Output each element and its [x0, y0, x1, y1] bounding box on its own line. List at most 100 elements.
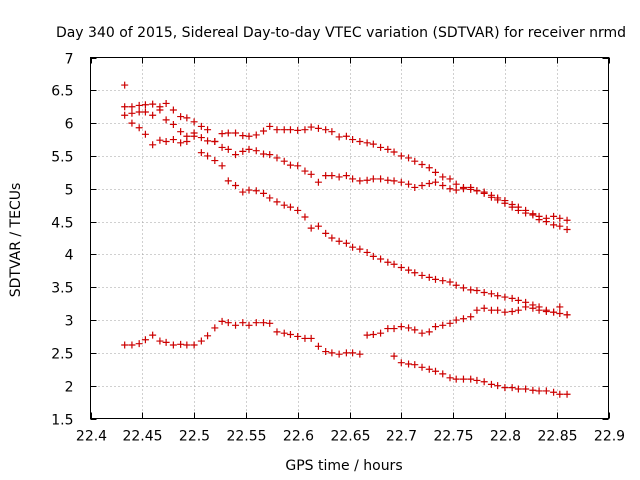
- data-point: [508, 203, 516, 211]
- series-satellite-track-1: [121, 81, 571, 224]
- data-point: [369, 330, 377, 338]
- data-point: [135, 340, 143, 348]
- data-point: [156, 337, 164, 345]
- data-point: [314, 222, 322, 230]
- data-point: [425, 164, 433, 172]
- data-point: [342, 239, 350, 247]
- data-point: [425, 273, 433, 281]
- y-axis-label: SDTVAR / TECUs: [8, 183, 24, 298]
- data-point: [405, 180, 413, 188]
- data-point: [294, 206, 302, 214]
- data-point: [280, 126, 288, 134]
- data-point: [301, 213, 309, 221]
- data-point: [322, 172, 330, 180]
- data-point: [397, 264, 405, 272]
- data-point: [446, 175, 454, 183]
- data-point: [169, 106, 177, 114]
- data-point: [322, 126, 330, 134]
- data-point: [245, 186, 253, 194]
- data-point: [514, 206, 522, 214]
- data-point: [487, 306, 495, 314]
- x-tick-label: 22.7: [386, 429, 417, 445]
- data-point: [514, 306, 522, 314]
- data-point: [197, 134, 205, 142]
- data-point: [501, 293, 509, 301]
- data-point: [204, 126, 212, 134]
- data-point: [273, 126, 281, 134]
- data-point: [550, 212, 558, 220]
- data-point: [211, 157, 219, 165]
- data-point: [239, 319, 247, 327]
- data-point: [411, 157, 419, 165]
- data-point: [294, 126, 302, 134]
- data-point: [314, 124, 322, 132]
- data-point: [197, 122, 205, 130]
- data-point: [183, 114, 191, 122]
- data-point: [384, 145, 392, 153]
- data-point: [467, 183, 475, 191]
- data-point: [149, 111, 157, 119]
- data-point: [431, 275, 439, 283]
- data-point: [446, 374, 454, 382]
- data-point: [252, 187, 260, 195]
- data-point: [390, 148, 398, 156]
- data-point: [550, 308, 558, 316]
- data-point: [405, 266, 413, 274]
- y-tick-label: 4: [65, 248, 74, 264]
- data-point: [245, 145, 253, 153]
- data-point: [128, 103, 136, 111]
- data-point: [266, 194, 274, 202]
- series-satellite-track-5: [390, 352, 571, 398]
- data-point: [224, 145, 232, 153]
- data-point: [204, 332, 212, 340]
- data-point: [529, 386, 537, 394]
- data-point: [377, 175, 385, 183]
- data-point: [390, 325, 398, 333]
- data-point: [542, 387, 550, 395]
- data-point: [239, 147, 247, 155]
- data-point: [452, 375, 460, 383]
- data-point: [224, 319, 232, 327]
- data-point: [397, 323, 405, 331]
- data-point: [260, 189, 268, 197]
- data-point: [501, 384, 509, 392]
- x-tick-label: 22.65: [330, 429, 370, 445]
- data-point: [156, 136, 164, 144]
- data-point: [286, 330, 294, 338]
- data-point: [452, 316, 460, 324]
- data-point: [301, 334, 309, 342]
- data-point: [494, 382, 502, 390]
- data-point: [307, 123, 315, 131]
- data-point: [487, 290, 495, 298]
- data-point: [280, 157, 288, 165]
- y-tick-label: 5: [65, 183, 74, 199]
- data-point: [322, 348, 330, 356]
- data-point: [218, 130, 226, 138]
- data-point: [556, 214, 564, 222]
- data-point: [363, 331, 371, 339]
- series-satellite-track-2: [121, 106, 571, 233]
- data-point: [232, 151, 240, 159]
- data-point: [452, 186, 460, 194]
- data-point: [149, 331, 157, 339]
- data-point: [294, 332, 302, 340]
- data-point: [473, 376, 481, 384]
- data-point: [121, 81, 129, 89]
- series-satellite-track-4: [121, 303, 571, 358]
- data-point: [397, 359, 405, 367]
- data-point: [177, 139, 185, 147]
- data-point: [162, 338, 170, 346]
- data-point: [177, 340, 185, 348]
- data-point: [439, 181, 447, 189]
- x-tick-label: 22.4: [76, 429, 107, 445]
- data-point: [480, 378, 488, 386]
- data-point: [439, 173, 447, 181]
- data-point: [377, 255, 385, 263]
- data-point: [328, 349, 336, 357]
- x-tick-label: 22.6: [283, 429, 314, 445]
- data-point: [508, 308, 516, 316]
- data-point: [273, 198, 281, 206]
- data-point: [405, 360, 413, 368]
- data-point: [232, 181, 240, 189]
- data-point: [260, 150, 268, 158]
